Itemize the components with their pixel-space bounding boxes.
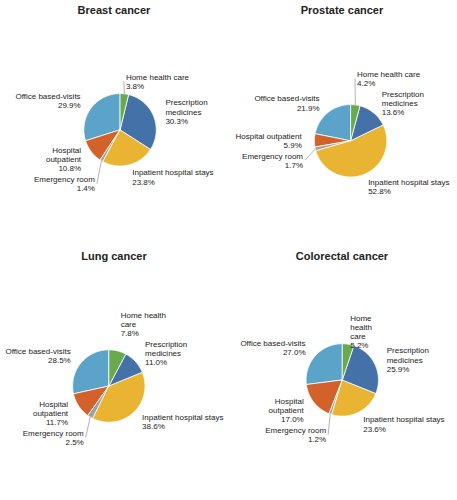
- svg-text:Hospitaloutpatient17.0%: Hospitaloutpatient17.0%: [269, 397, 305, 424]
- svg-text:Hospitaloutpatient10.8%: Hospitaloutpatient10.8%: [46, 146, 82, 173]
- svg-text:Inpatient hospital stays38.6%: Inpatient hospital stays38.6%: [142, 413, 223, 431]
- svg-text:Office based-visits28.5%: Office based-visits28.5%: [5, 347, 70, 365]
- svg-text:Emergency room1.4%: Emergency room1.4%: [34, 175, 95, 193]
- svg-text:Emergency room1.7%: Emergency room1.7%: [242, 151, 303, 169]
- svg-text:Home healthcare7.8%: Home healthcare7.8%: [121, 311, 166, 338]
- svg-text:Prescriptionmedicines25.9%: Prescriptionmedicines25.9%: [387, 346, 429, 373]
- html-text:Breast cancer: Breast cancer: [77, 4, 151, 16]
- svg-text:Prescriptionmedicines11.0%: Prescriptionmedicines11.0%: [145, 340, 187, 367]
- svg-text:Home health care3.8%: Home health care3.8%: [126, 73, 190, 91]
- svg-text:Inpatient hospital stays23.8%: Inpatient hospital stays23.8%: [132, 168, 213, 186]
- svg-text:Office based-visits27.0%: Office based-visits27.0%: [240, 339, 305, 357]
- html-text:Colorectal cancer: Colorectal cancer: [295, 250, 389, 262]
- svg-text:Emergency room1.2%: Emergency room1.2%: [265, 426, 326, 444]
- html-text:Prostate cancer: Prostate cancer: [300, 4, 384, 16]
- svg-text:Inpatient hospital stays23.6%: Inpatient hospital stays23.6%: [363, 415, 444, 433]
- svg-text:Office based-visits29.9%: Office based-visits29.9%: [15, 92, 80, 110]
- svg-text:Prescriptionmedicines13.6%: Prescriptionmedicines13.6%: [382, 90, 424, 117]
- svg-text:Emergency room2.5%: Emergency room2.5%: [23, 429, 84, 447]
- svg-text:Homehealthcare5.2%: Homehealthcare5.2%: [350, 314, 372, 351]
- svg-text:Home health care4.2%: Home health care4.2%: [357, 70, 421, 88]
- svg-text:Hospital outpatient5.9%: Hospital outpatient5.9%: [235, 132, 302, 150]
- svg-text:Hospitaloutpatient11.7%: Hospitaloutpatient11.7%: [33, 400, 69, 427]
- html-text:Lung cancer: Lung cancer: [81, 250, 147, 262]
- svg-text:Office based-visits21.9%: Office based-visits21.9%: [254, 94, 319, 112]
- svg-text:Inpatient hospital stays52.8%: Inpatient hospital stays52.8%: [368, 178, 449, 196]
- svg-text:Prescriptionmedicines30.3%: Prescriptionmedicines30.3%: [165, 98, 207, 125]
